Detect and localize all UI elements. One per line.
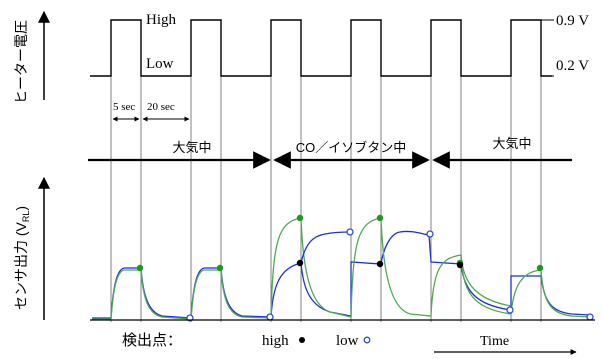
sensor-traces <box>92 217 591 320</box>
duration-5-label: 5 sec <box>113 101 135 113</box>
sensor-axis-label-close: ) <box>13 206 29 211</box>
green-point <box>376 214 384 222</box>
low-point <box>266 313 274 321</box>
phase-co-label: CO／イソブタン中 <box>296 140 407 155</box>
phase-air-2-label: 大気中 <box>492 136 531 151</box>
phase-air-1-label: 大気中 <box>172 140 211 155</box>
legend-low-label: low <box>336 333 359 349</box>
detect-point-label: 検出点： <box>122 332 182 349</box>
low-point <box>346 228 354 236</box>
v-high-label: 0.9 V <box>556 13 589 29</box>
v-low-label: 0.2 V <box>556 58 589 74</box>
trace-green <box>92 269 272 320</box>
green-point <box>536 264 544 272</box>
high-level-label: High <box>146 12 177 28</box>
heater-axis-label: ヒーター電圧 <box>13 20 29 104</box>
low-point <box>586 313 594 321</box>
low-level-label: Low <box>146 56 174 72</box>
legend-high-marker <box>299 337 305 343</box>
legend-low-marker <box>363 336 371 344</box>
low-point <box>426 230 434 238</box>
high-point <box>376 260 384 268</box>
trace-green <box>460 254 512 307</box>
trace-blue <box>300 231 352 264</box>
sensor-axis-label-sub: RL <box>21 211 31 223</box>
high-point <box>296 259 304 267</box>
green-point <box>296 214 304 222</box>
high-point <box>456 261 464 269</box>
duration-20-label: 20 sec <box>147 101 175 113</box>
time-axis-label: Time <box>480 334 509 349</box>
grid-lines <box>110 20 542 322</box>
sensor-axis-label: センサ出力 (VRL) <box>13 206 31 310</box>
legend-high-label: high <box>262 333 289 349</box>
green-point <box>136 264 144 272</box>
detection-points <box>136 214 594 322</box>
sensor-axis-label-main: センサ出力 (V <box>13 221 29 310</box>
low-point <box>506 306 514 314</box>
heater-voltage-waveform <box>90 19 552 77</box>
green-point <box>216 264 224 272</box>
